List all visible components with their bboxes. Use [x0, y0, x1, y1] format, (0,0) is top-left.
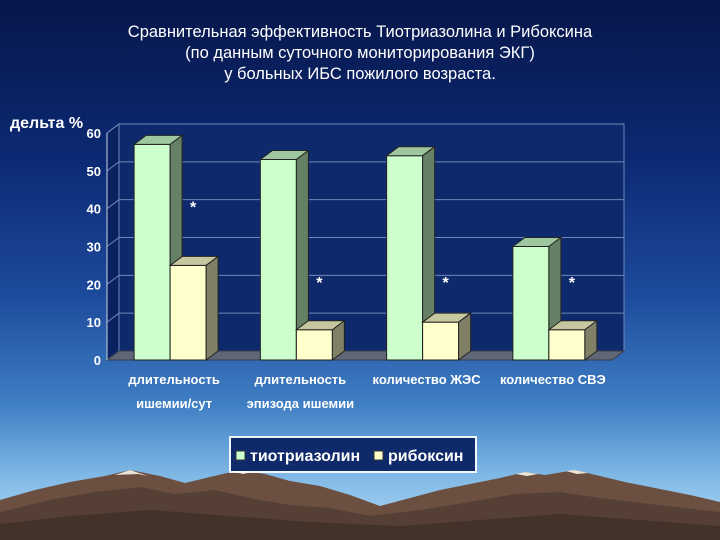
y-axis: 0 10 20 30 40 50 60 дельта %	[10, 115, 108, 368]
gridline	[106, 237, 624, 247]
x-category-label: количество ЖЭС	[373, 372, 482, 387]
mountain-landscape	[0, 470, 720, 540]
y-tick-label: 0	[94, 353, 101, 368]
y-tick-label: 60	[87, 126, 101, 141]
y-axis-label: дельта %	[10, 115, 83, 132]
y-tick-label: 10	[87, 315, 101, 330]
significance-star: *	[190, 199, 197, 216]
x-category-label: ишемии/сут	[136, 396, 212, 411]
bar-рибоксин-1	[294, 319, 346, 361]
bar-рибоксин-0	[168, 255, 220, 361]
legend-swatch	[235, 450, 246, 461]
legend-label: рибоксин	[388, 448, 463, 465]
gridline	[106, 123, 624, 134]
bar-front	[386, 155, 424, 361]
bar-front	[259, 158, 297, 361]
legend-swatch	[373, 450, 384, 461]
y-tick-label: 30	[87, 240, 101, 255]
chart-title: Сравнительная эффективность Тиотриазолин…	[0, 22, 720, 85]
y-tick-label: 50	[87, 164, 101, 179]
bar-рибоксин-3	[547, 319, 599, 361]
bar-front	[422, 321, 460, 361]
x-category-label: количество СВЭ	[500, 372, 606, 387]
gridline	[106, 161, 624, 172]
legend-label: тиотриазолин	[250, 448, 360, 465]
title-line-2: (по данным суточного мониторирования ЭКГ…	[185, 44, 535, 62]
bar-side	[584, 319, 598, 361]
title-line-3: у больных ИБС пожилого возраста.	[224, 65, 496, 83]
bar-тиотриазолин-2	[385, 145, 437, 361]
x-axis-labels: длительность ишемии/сут длительность эпизод…	[128, 372, 605, 411]
bar-front	[512, 246, 550, 361]
bar-рибоксин-2	[421, 312, 473, 361]
bar-тиотриазолин-1	[258, 149, 310, 361]
bar-front	[295, 329, 333, 361]
bar-side	[331, 319, 345, 361]
bar-front	[548, 329, 586, 361]
y-tick-label: 20	[87, 277, 101, 292]
gridline	[106, 274, 624, 285]
x-category-label: длительность	[128, 372, 220, 387]
legend-box	[231, 438, 475, 471]
significance-star: *	[443, 275, 450, 292]
bar-front	[169, 264, 207, 361]
x-category-label: эпизода ишемии	[247, 396, 355, 411]
gridline	[106, 199, 624, 210]
y-tick-label: 40	[87, 202, 101, 217]
legend: тиотриазолин рибоксин	[229, 436, 477, 473]
bar-side	[205, 255, 219, 361]
significance-star: *	[316, 275, 323, 292]
bar-side	[458, 312, 472, 361]
significance-markers: * * * *	[190, 199, 576, 292]
title-line-1: Сравнительная эффективность Тиотриазолин…	[127, 23, 593, 41]
bar-front	[133, 143, 171, 361]
bar-series	[132, 134, 599, 361]
significance-star: *	[569, 275, 576, 292]
x-category-label: длительность	[255, 372, 347, 387]
